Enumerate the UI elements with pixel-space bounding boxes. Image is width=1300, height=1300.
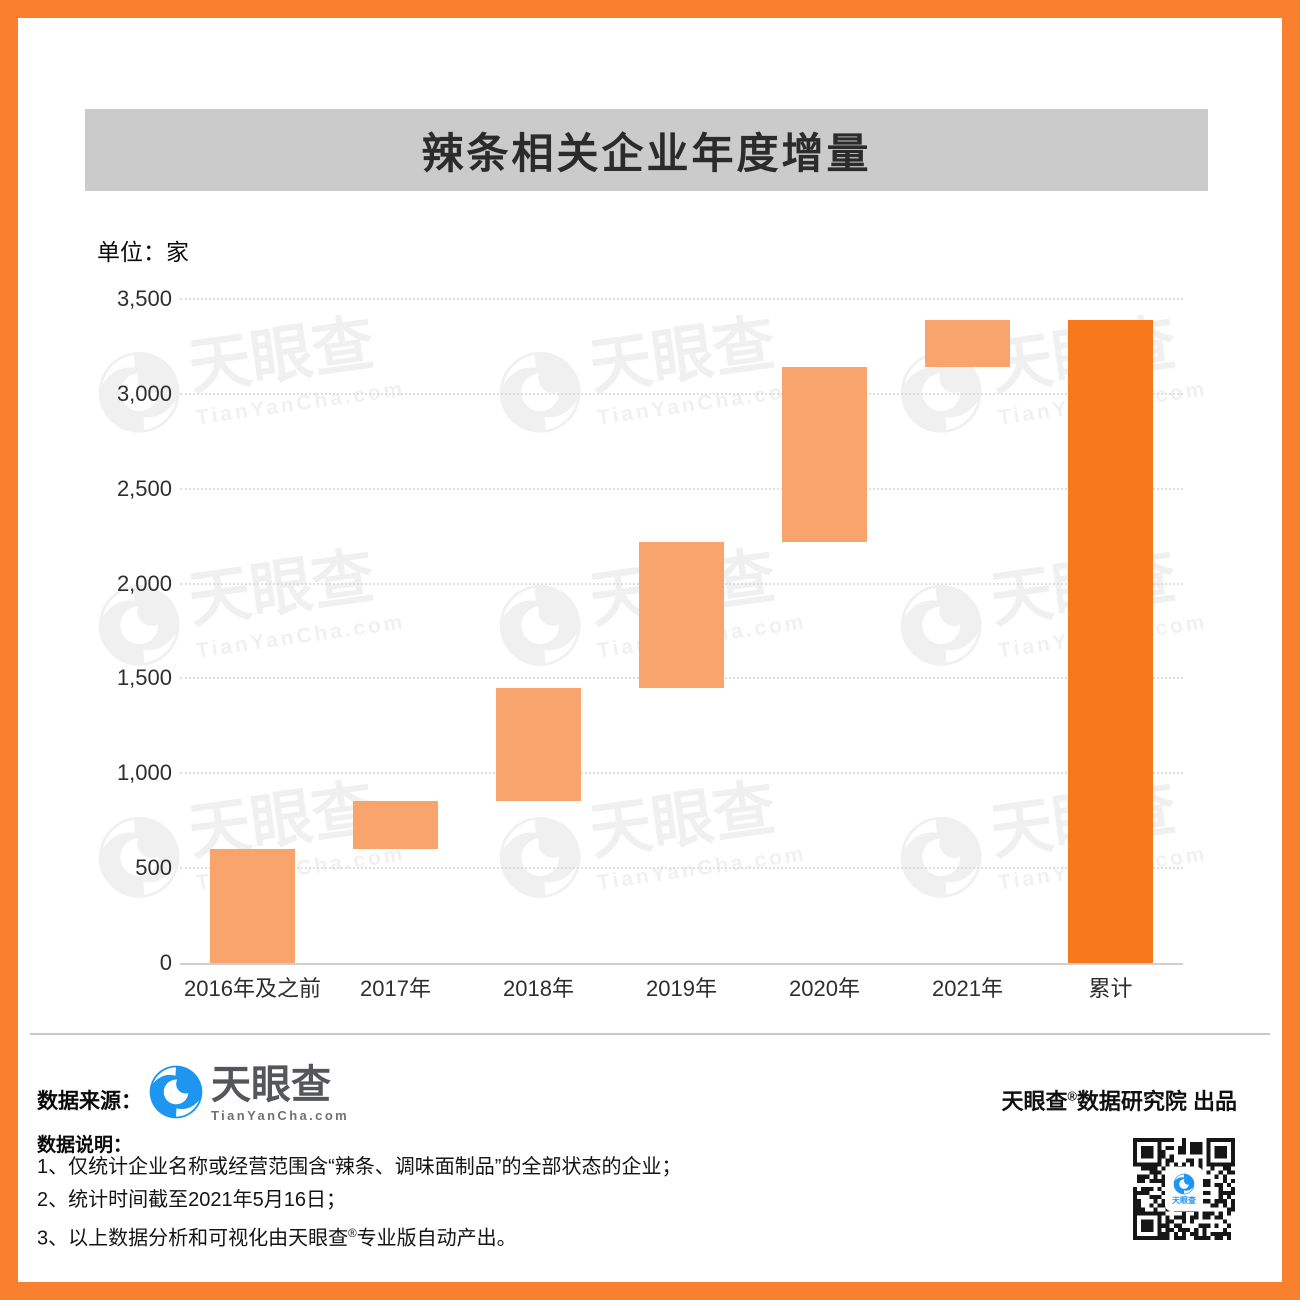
data-note-1: 1、仅统计企业名称或经营范围含“辣条、调味面制品”的全部状态的企业； <box>37 1156 682 1178</box>
x-axis-line <box>180 963 1183 965</box>
qr-code: 天眼查 <box>1133 1138 1235 1240</box>
brand-watermark-0-1: 天眼查 TianYanCha.com <box>491 309 808 444</box>
brand-watermark-1-2: 天眼查 TianYanCha.com <box>892 542 1209 677</box>
watermark-domain: TianYanCha.com <box>595 377 808 430</box>
gridline-500 <box>180 867 1183 870</box>
watermark-brand: 天眼查 <box>585 773 780 868</box>
tianyancha-logo-domain: TianYanCha.com <box>211 1108 350 1123</box>
waterfall-bar-0 <box>210 849 295 963</box>
gridline-1000 <box>180 772 1183 775</box>
brand-watermark-0-0: 天眼查 TianYanCha.com <box>90 309 407 444</box>
swirl-icon <box>499 584 581 666</box>
swirl-icon <box>900 584 982 666</box>
waterfall-bar-5 <box>925 319 1010 368</box>
watermark-domain: TianYanCha.com <box>194 610 407 663</box>
qr-center-logo: 天眼查 <box>1167 1169 1201 1209</box>
waterfall-bar-4 <box>782 367 867 542</box>
swirl-icon <box>149 1065 203 1119</box>
unit-label: 单位：家 <box>97 239 189 265</box>
waterfall-bar-1 <box>353 800 438 850</box>
data-source-label: 数据来源： <box>37 1090 142 1113</box>
x-tick-label-2: 2018年 <box>503 976 574 1001</box>
tianyancha-logo-text: 天眼查 TianYanCha.com <box>211 1064 349 1123</box>
waterfall-bar-2 <box>496 687 581 801</box>
brand-watermark-1-0: 天眼查 TianYanCha.com <box>90 542 407 677</box>
y-tick-label-3500: 3,500 <box>116 286 172 311</box>
tianyancha-logo: 天眼查 TianYanCha.com <box>148 1064 349 1123</box>
qr-logo-swirl-icon <box>1173 1173 1195 1195</box>
gridline-3500 <box>180 298 1183 300</box>
x-tick-label-4: 2020年 <box>789 976 860 1001</box>
chart-title: 辣条相关企业年度增量 <box>421 129 872 177</box>
x-tick-label-5: 2021年 <box>932 976 1003 1001</box>
y-tick-label-2000: 2,000 <box>116 570 172 596</box>
produced-by-text: 天眼查®数据研究院 出品 <box>1001 1088 1237 1114</box>
footer-divider <box>30 1033 1270 1035</box>
watermark-swirl-icon <box>893 576 990 673</box>
swirl-icon <box>1173 1173 1195 1195</box>
watermark-swirl-icon <box>893 808 990 905</box>
data-note-3: 3、以上数据分析和可视化由天眼查®专业版自动产出。 <box>37 1227 517 1250</box>
swirl-icon <box>499 816 581 898</box>
x-tick-label-0: 2016年及之前 <box>184 976 321 1001</box>
y-tick-label-500: 500 <box>135 855 172 881</box>
watermark-brand: 天眼查 <box>184 541 379 636</box>
y-tick-label-1000: 1,000 <box>116 760 172 786</box>
data-notes-list: 1、仅统计企业名称或经营范围含“辣条、调味面制品”的全部状态的企业； 2、统计时间… <box>37 1156 681 1261</box>
qr-logo-brand: 天眼查 <box>1172 1196 1196 1205</box>
data-notes-label: 数据说明： <box>37 1135 133 1156</box>
watermark-brand: 天眼查 <box>184 308 379 403</box>
gridline-2500 <box>180 487 1183 490</box>
y-tick-label-0: 0 <box>159 950 172 975</box>
x-tick-label-1: 2017年 <box>360 976 431 1001</box>
gridline-3000 <box>180 392 1183 395</box>
x-tick-label-3: 2019年 <box>646 976 717 1001</box>
data-note-2: 2、统计时间截至2021年5月16日； <box>37 1189 346 1211</box>
y-tick-label-2500: 2,500 <box>116 475 172 501</box>
swirl-icon <box>900 816 982 898</box>
waterfall-bar-3 <box>639 541 724 688</box>
brand-watermark-2-2: 天眼查 TianYanCha.com <box>892 774 1209 909</box>
y-tick-label-1500: 1,500 <box>116 665 172 691</box>
waterfall-bar-6 <box>1068 319 1153 963</box>
x-tick-label-6: 累计 <box>1088 976 1133 1001</box>
watermark-swirl-icon <box>492 808 589 905</box>
watermark-swirl-icon <box>492 576 589 673</box>
watermark-domain: TianYanCha.com <box>194 377 407 430</box>
watermark-brand: 天眼查 <box>585 308 780 403</box>
title-band: 辣条相关企业年度增量 <box>85 109 1208 191</box>
tianyancha-swirl-icon <box>148 1064 204 1120</box>
tianyancha-logo-brand: 天眼查 <box>211 1063 331 1107</box>
y-tick-label-3000: 3,000 <box>116 380 172 406</box>
